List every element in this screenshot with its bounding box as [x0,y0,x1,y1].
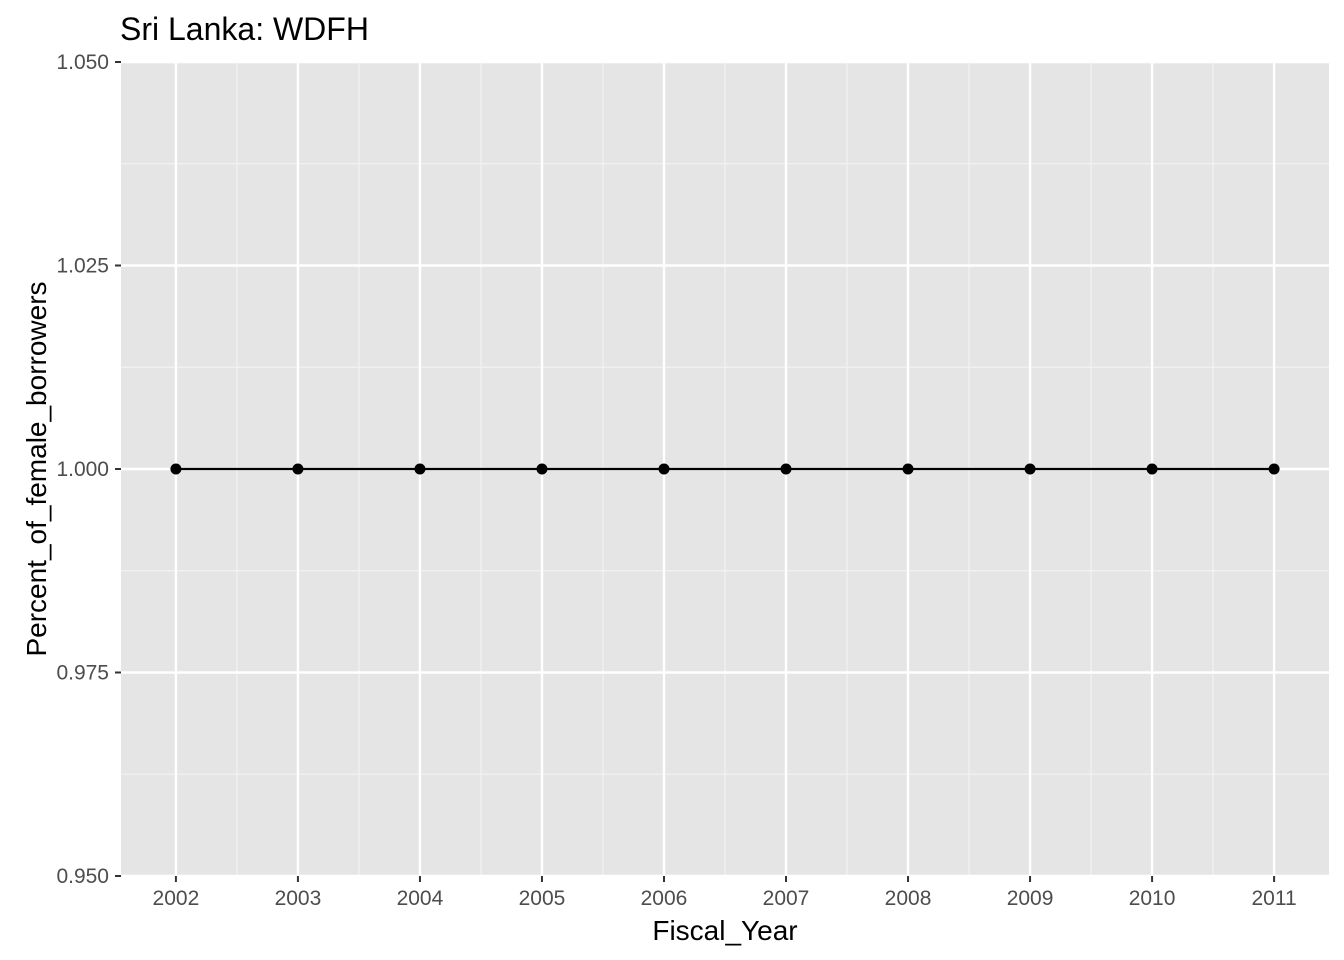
y-axis-title: Percent_of_female_borrowers [21,281,52,656]
y-axis: 0.950 0.975 1.000 1.025 1.050 [56,51,121,888]
data-point [536,463,548,475]
x-tick-label: 2004 [397,887,444,910]
data-point [170,463,182,475]
series-layer [170,463,1280,475]
x-tick-label: 2008 [885,887,932,910]
data-point [1146,463,1158,475]
y-tick-label: 1.000 [56,458,109,481]
y-tick-label: 0.950 [56,865,109,888]
y-tick-label: 1.025 [56,255,109,278]
x-tick-label: 2002 [153,887,200,910]
x-tick-label: 2010 [1129,887,1176,910]
y-tick-label: 0.975 [56,662,109,685]
x-axis: 2002 2003 2004 2005 2006 2007 2008 2009 2010 2011 [153,876,1297,910]
data-point [414,463,426,475]
data-point [780,463,792,475]
x-axis-title: Fiscal_Year [652,915,797,946]
data-point [292,463,304,475]
x-tick-label: 2007 [763,887,810,910]
x-tick-label: 2006 [641,887,688,910]
data-point [1024,463,1036,475]
x-tick-label: 2009 [1007,887,1054,910]
y-tick-label: 1.050 [56,51,109,74]
x-tick-label: 2003 [275,887,322,910]
x-tick-label: 2011 [1252,887,1297,910]
data-point [658,463,670,475]
x-tick-label: 2005 [519,887,566,910]
data-point [1268,463,1280,475]
chart-title: Sri Lanka: WDFH [120,11,369,47]
data-point [902,463,914,475]
